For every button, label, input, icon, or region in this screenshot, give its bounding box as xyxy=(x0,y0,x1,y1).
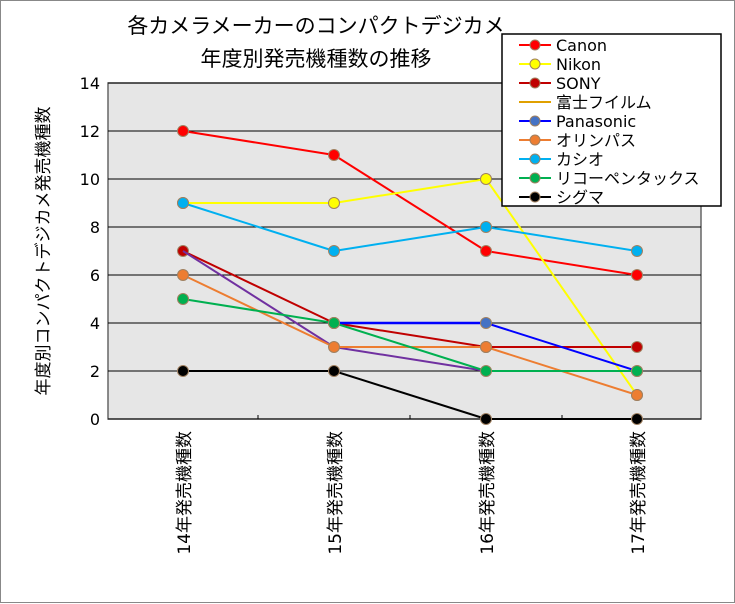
legend: CanonNikonSONY富士フイルムPanasonicオリンパスカシオリコー… xyxy=(501,33,722,207)
legend-marker xyxy=(529,191,541,203)
data-point xyxy=(328,245,340,257)
series-富士フイルム xyxy=(182,250,487,372)
series-シグマ xyxy=(177,365,643,425)
series-line-segment xyxy=(485,226,638,252)
series-line-segment xyxy=(333,154,487,252)
x-tick-label: 16年発売機種数 xyxy=(478,431,498,555)
y-tick-label: 10 xyxy=(80,170,100,189)
data-point xyxy=(328,365,340,377)
chart-title: 年度別発売機種数の推移 xyxy=(201,47,432,71)
data-point xyxy=(328,197,340,209)
legend-label: リコーペンタックス xyxy=(556,169,700,188)
data-point xyxy=(177,365,189,377)
y-tick-label: 0 xyxy=(90,410,100,429)
data-point xyxy=(177,197,189,209)
legend-label: オリンパス xyxy=(556,131,636,150)
legend-label: Nikon xyxy=(556,55,601,74)
data-point xyxy=(328,149,340,161)
series-line-segment xyxy=(485,250,638,276)
series-line-segment xyxy=(333,322,487,348)
chart-title: 各カメラメーカーのコンパクトデジカメ xyxy=(127,14,504,38)
series-line-segment xyxy=(333,346,487,372)
series-line-segment xyxy=(182,130,335,156)
legend-label: SONY xyxy=(556,74,601,93)
y-tick-label: 12 xyxy=(80,122,100,141)
legend-marker xyxy=(529,115,541,127)
data-point xyxy=(631,389,643,401)
series-カシオ xyxy=(177,197,643,257)
data-point xyxy=(480,245,492,257)
data-point xyxy=(480,317,492,329)
series-line-segment xyxy=(485,322,638,372)
x-tick-label: 14年発売機種数 xyxy=(175,431,195,555)
y-tick-label: 14 xyxy=(80,74,100,93)
data-point xyxy=(177,269,189,281)
data-point xyxy=(177,125,189,137)
series-line-segment xyxy=(182,202,335,252)
legend-label: シグマ xyxy=(556,188,604,207)
data-point xyxy=(480,221,492,233)
series-Canon xyxy=(177,125,643,281)
legend-label: カシオ xyxy=(556,150,604,169)
series-line-segment xyxy=(333,178,487,204)
data-point xyxy=(177,293,189,305)
series-line-segment xyxy=(182,250,335,324)
legend-label: Canon xyxy=(556,36,607,55)
legend-marker xyxy=(529,58,541,70)
series-line-segment xyxy=(182,250,335,348)
series-line-segment xyxy=(333,226,487,252)
data-point xyxy=(631,413,643,425)
legend-label: 富士フイルム xyxy=(556,93,652,112)
data-point xyxy=(328,341,340,353)
data-point xyxy=(480,173,492,185)
data-point xyxy=(480,365,492,377)
data-point xyxy=(480,413,492,425)
series-line-segment xyxy=(182,298,335,324)
y-tick-label: 8 xyxy=(90,218,100,237)
series-リコーペンタックス xyxy=(177,293,643,377)
legend-marker xyxy=(529,39,541,51)
legend-label: Panasonic xyxy=(556,112,636,131)
series-line-segment xyxy=(485,178,638,396)
data-point xyxy=(480,341,492,353)
series-line-segment xyxy=(333,322,487,372)
data-point xyxy=(631,269,643,281)
legend-marker xyxy=(529,134,541,146)
data-point xyxy=(631,341,643,353)
y-tick-label: 4 xyxy=(90,314,100,333)
legend-marker xyxy=(529,153,541,165)
x-tick-label: 17年発売機種数 xyxy=(629,431,649,555)
legend-marker xyxy=(529,172,541,184)
series-line-segment xyxy=(333,370,487,420)
y-axis-label: 年度別コンパクトデジカメ発売機種数 xyxy=(33,107,54,396)
y-tick-label: 2 xyxy=(90,362,100,381)
legend-marker xyxy=(529,77,541,89)
data-point xyxy=(631,245,643,257)
data-point xyxy=(631,365,643,377)
y-tick-label: 6 xyxy=(90,266,100,285)
x-tick-label: 15年発売機種数 xyxy=(326,431,346,555)
data-point xyxy=(328,317,340,329)
